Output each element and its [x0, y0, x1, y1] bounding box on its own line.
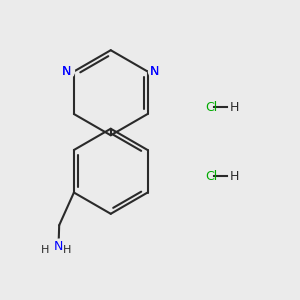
Text: H: H — [40, 245, 49, 255]
Text: H: H — [230, 101, 239, 114]
Text: N: N — [54, 240, 63, 253]
Text: Cl: Cl — [206, 170, 218, 183]
Text: Cl: Cl — [206, 101, 218, 114]
Text: N: N — [150, 65, 160, 78]
Text: N: N — [150, 65, 160, 78]
Text: H: H — [63, 245, 72, 255]
Text: N: N — [62, 65, 71, 78]
Text: H: H — [230, 170, 239, 183]
Text: N: N — [62, 65, 71, 78]
